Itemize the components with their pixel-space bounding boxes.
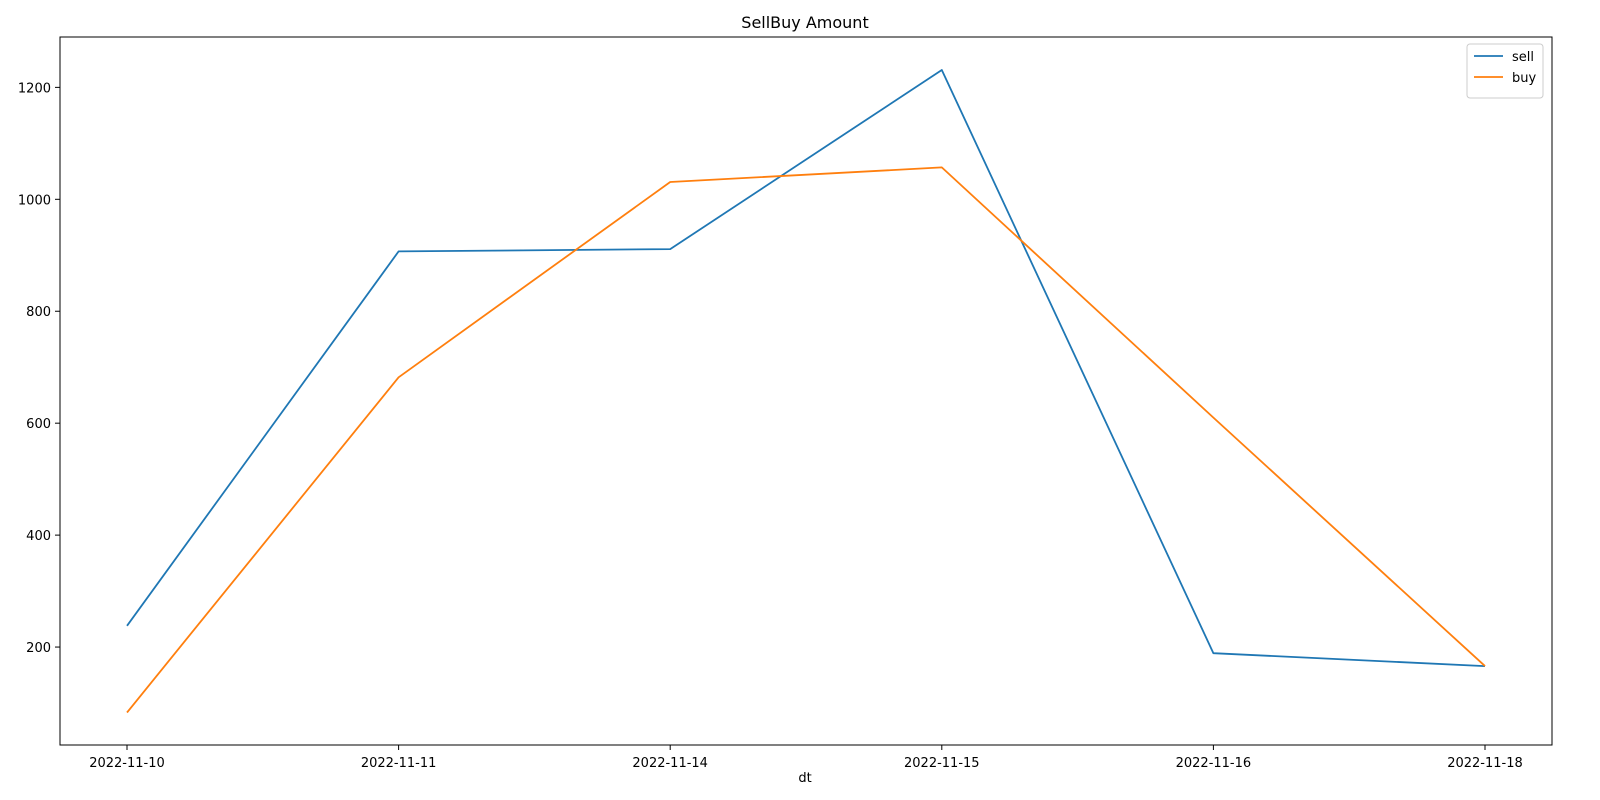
- legend-label-sell: sell: [1512, 50, 1534, 65]
- y-tick-label: 800: [26, 305, 51, 320]
- legend-label-buy: buy: [1512, 71, 1536, 86]
- x-axis-label: dt: [798, 771, 811, 786]
- legend: sell buy: [1466, 43, 1544, 99]
- y-tick-label: 200: [26, 641, 51, 656]
- x-tick-label: 2022-11-16: [1176, 756, 1252, 771]
- x-tick-label: 2022-11-10: [89, 756, 165, 771]
- series-line-sell: [126, 69, 1486, 667]
- x-tick-label: 2022-11-15: [904, 756, 980, 771]
- y-tick-label: 1000: [18, 193, 51, 208]
- legend-box: [1466, 43, 1544, 99]
- plot-area-frame: [59, 36, 1553, 746]
- series-line-buy: [126, 166, 1486, 714]
- x-tick-label: 2022-11-14: [632, 756, 708, 771]
- y-tick-label: 1200: [18, 81, 51, 96]
- y-tick-label: 400: [26, 529, 51, 544]
- y-tick-label: 600: [26, 417, 51, 432]
- chart-title: SellBuy Amount: [741, 13, 868, 32]
- x-tick-label: 2022-11-11: [361, 756, 437, 771]
- x-tick-label: 2022-11-18: [1447, 756, 1523, 771]
